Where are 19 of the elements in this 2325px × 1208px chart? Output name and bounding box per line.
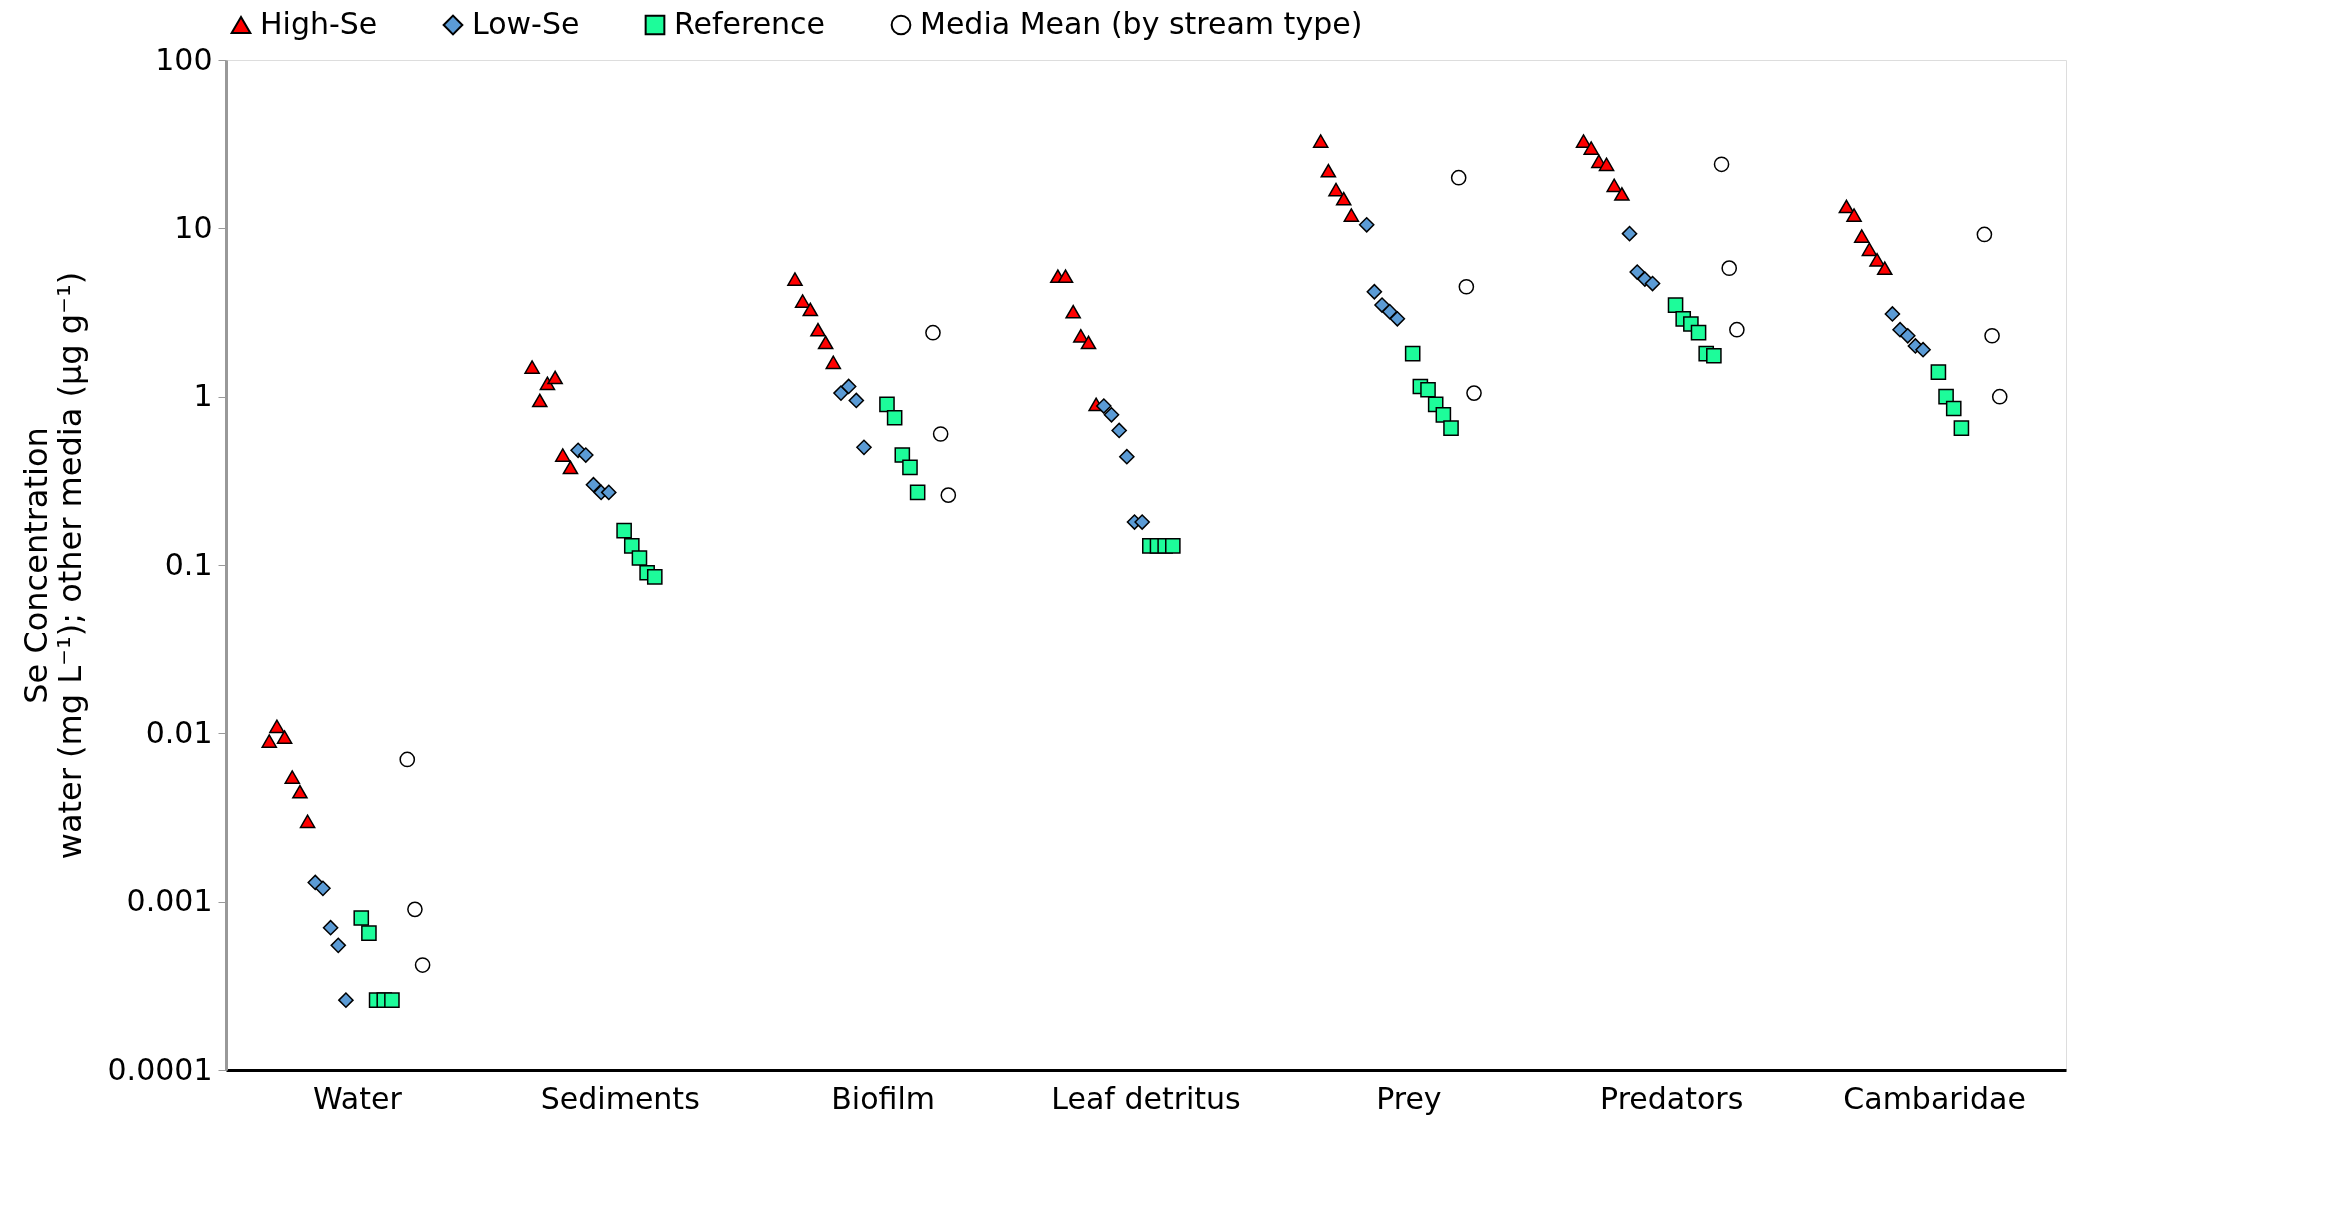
y-axis-title: Se Concentration water (mg L⁻¹); other media (µg g⁻¹) <box>16 271 89 860</box>
legend-label: Media Mean (by stream type) <box>920 6 1363 41</box>
x-tick-label: Cambaridae <box>1843 1080 2026 1116</box>
x-tick-label: Predators <box>1600 1080 1744 1116</box>
x-tick-label: Water <box>313 1080 403 1116</box>
y-tick-label: 0.1 <box>164 546 213 582</box>
y-tick-label: 0.001 <box>126 883 213 919</box>
y-tick-label: 10 <box>174 209 213 245</box>
y-tick-label: 1 <box>193 378 213 414</box>
x-tick-label: Biofilm <box>831 1080 936 1116</box>
x-tick-label: Prey <box>1376 1080 1442 1116</box>
x-tick-label: Sediments <box>540 1080 700 1116</box>
y-tick-label: 0.01 <box>145 714 213 750</box>
legend-label: Reference <box>674 6 826 41</box>
y-tick-label: 0.0001 <box>107 1051 213 1087</box>
y-tick-label: 100 <box>155 41 213 77</box>
x-tick-label: Leaf detritus <box>1051 1080 1241 1116</box>
legend-label: High-Se <box>260 6 378 41</box>
legend-label: Low-Se <box>472 6 580 41</box>
